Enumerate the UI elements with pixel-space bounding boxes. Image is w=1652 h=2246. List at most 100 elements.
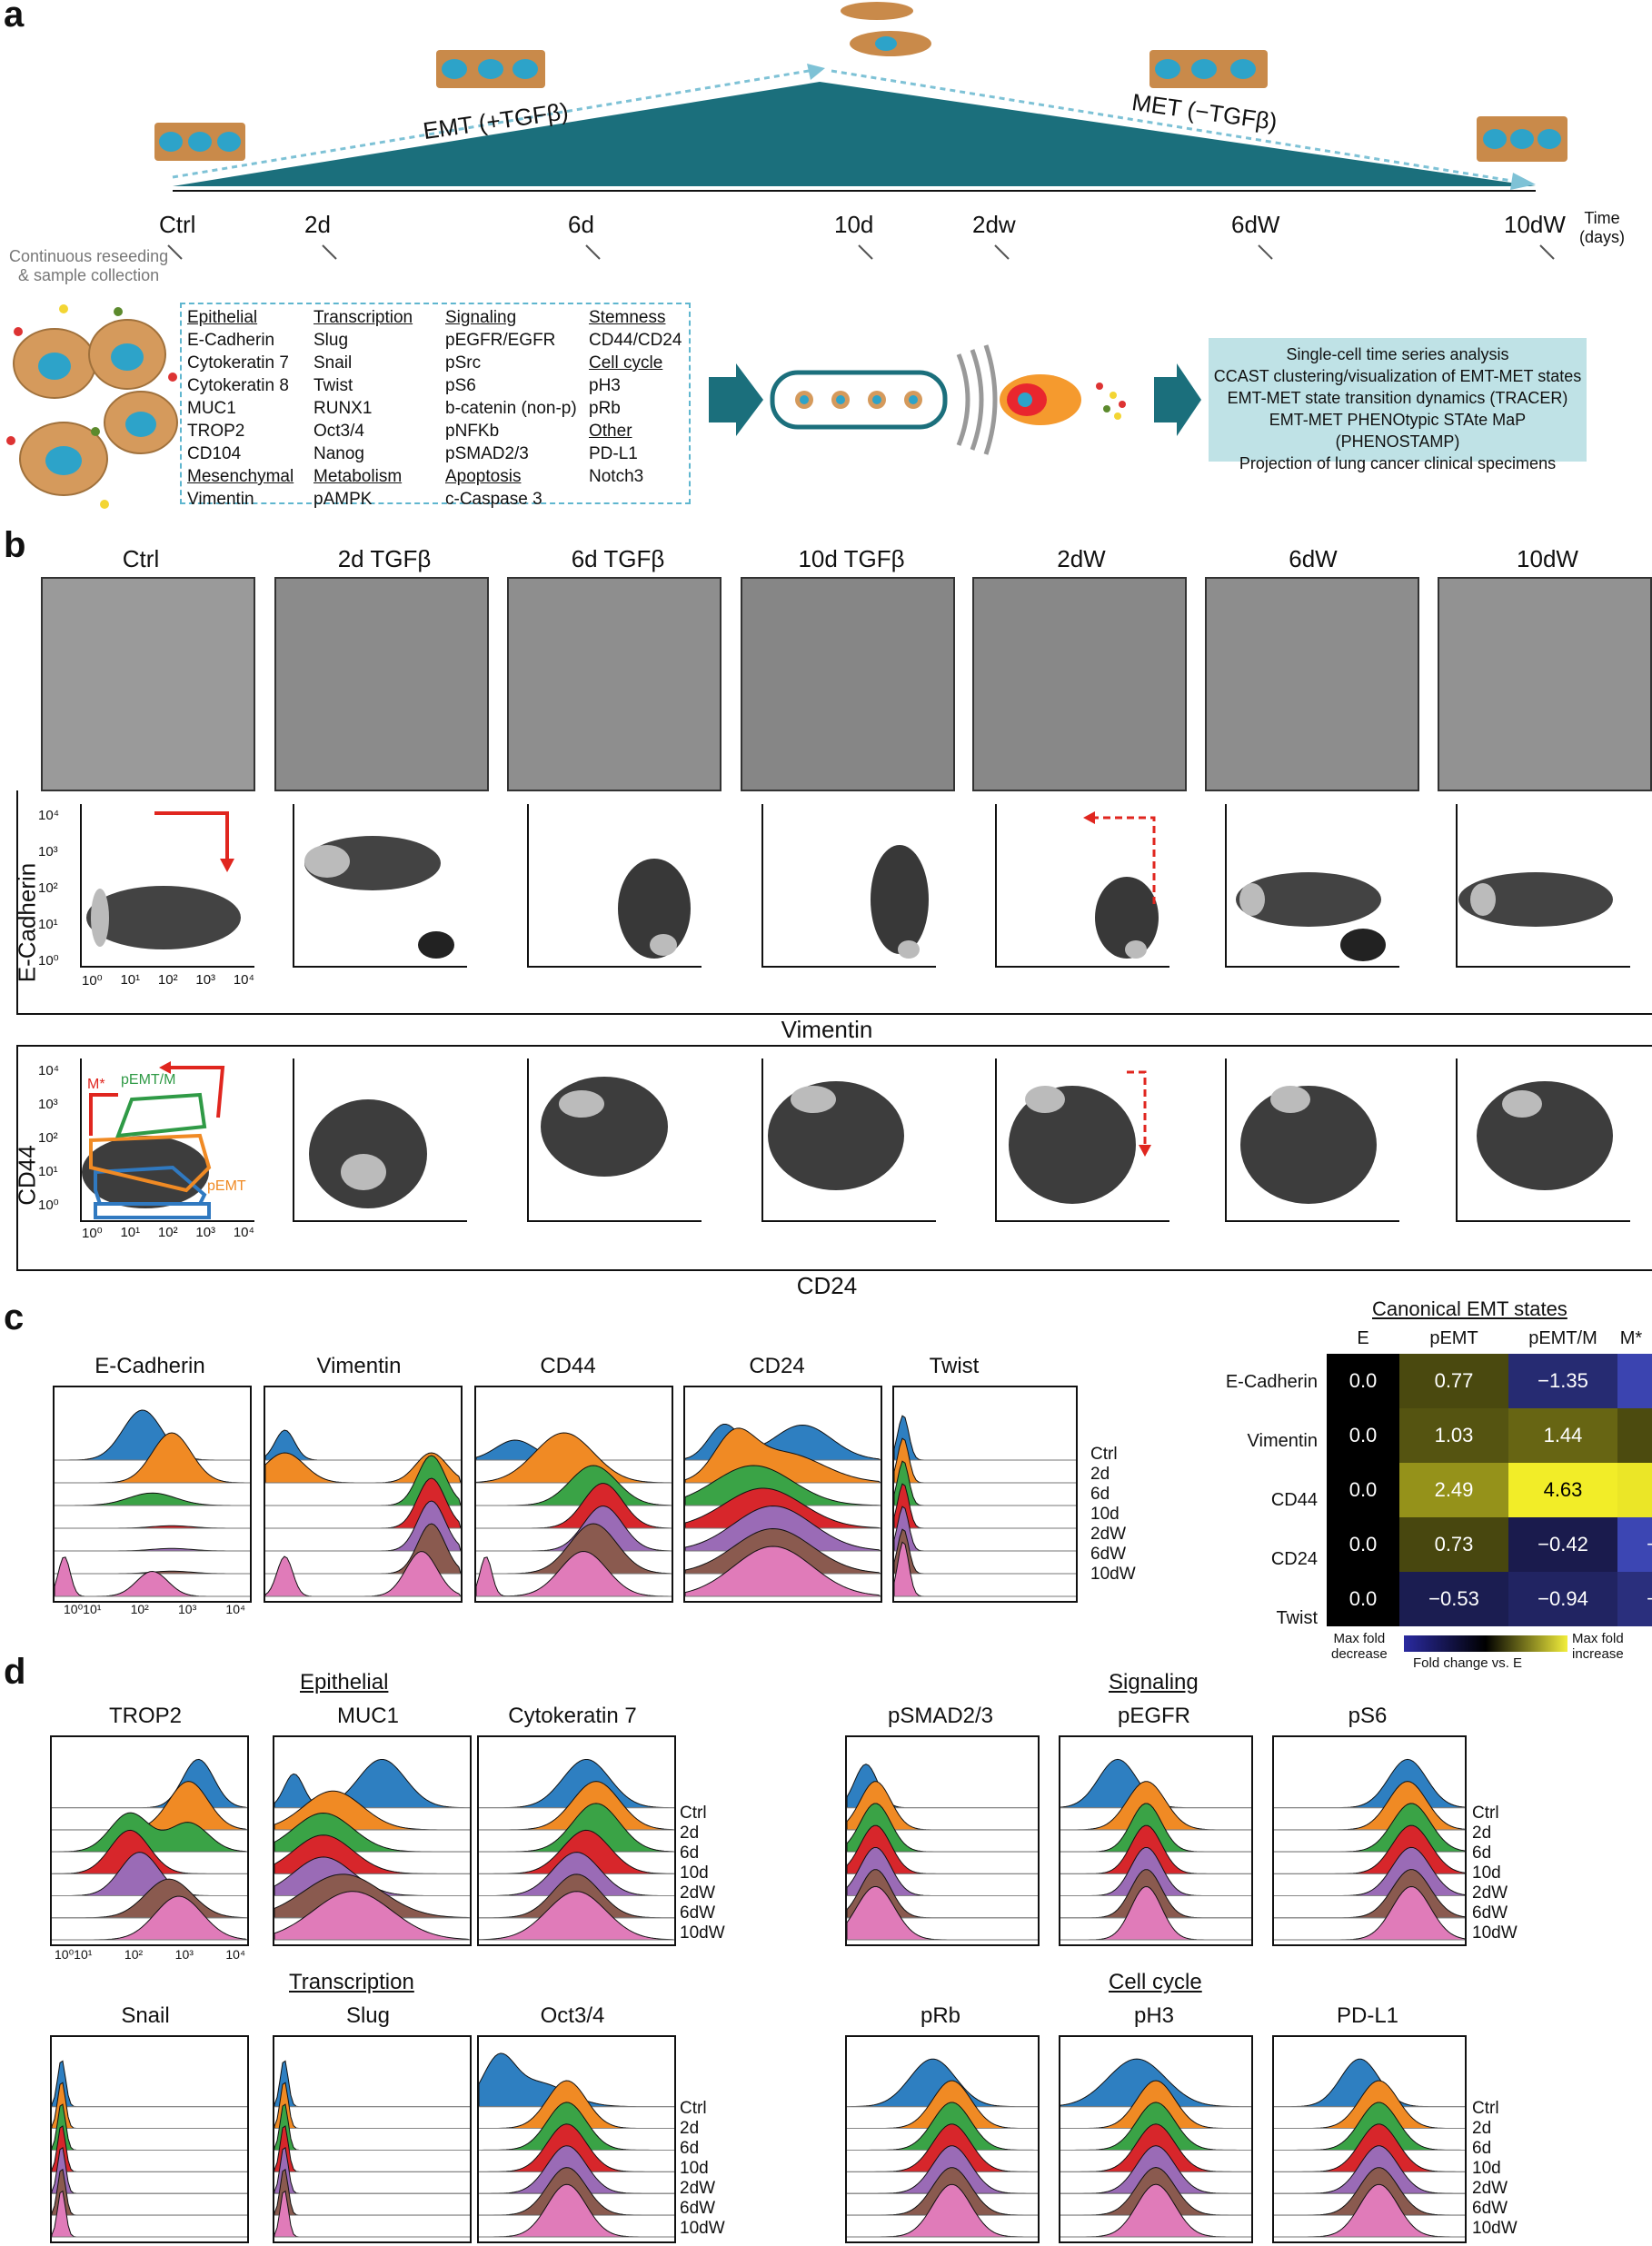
marker-item: MUC1 (187, 399, 236, 418)
density-blobs-cd44 (82, 1061, 1613, 1219)
histogram-series-6dw (274, 2168, 470, 2216)
xtick: 10³ (178, 1602, 197, 1616)
ytick: 10⁴ (38, 808, 60, 823)
hist-title: MUC1 (336, 1704, 399, 1728)
cell-illustration (6, 304, 178, 509)
series-label: 10dW (680, 2219, 725, 2238)
hist-title: Oct3/4 (540, 2003, 605, 2028)
micrograph-2d (274, 577, 489, 791)
series-label: 10d (1090, 1505, 1120, 1524)
hist-title: pSMAD2/3 (887, 1704, 994, 1728)
series-label: 2d (1090, 1465, 1110, 1484)
series-label: 2dW (680, 2179, 716, 2198)
panel-d-letter: d (4, 1652, 26, 1692)
hist-title: Vimentin (316, 1354, 402, 1378)
mass-cytometer-illustration (709, 344, 1201, 455)
xtick: 10⁴ (233, 1225, 254, 1240)
histogram-series-2d (51, 2082, 247, 2130)
micrograph-10d (741, 577, 955, 791)
cd24-xlabel: CD24 (796, 1272, 858, 1299)
series-label: 6dW (1472, 2199, 1508, 2218)
group-cell-cycle: Cell cycle (1109, 1970, 1202, 1994)
histogram-series-10dw (274, 1891, 471, 1941)
panel-b-frame-2 (16, 1045, 1652, 1271)
series-label: 6d (680, 1844, 700, 1863)
marker-item: Snail (313, 353, 353, 373)
timepoint-2d: 2d (304, 211, 331, 238)
ytick: 10⁰ (38, 953, 59, 969)
xtick: 10⁰10¹ (64, 1602, 102, 1616)
condition-title: 2dW (1057, 545, 1106, 572)
histogram-series-6dw (893, 1528, 1076, 1575)
marker-heading: Apoptosis (445, 467, 522, 486)
marker-heading: Epithelial (187, 308, 258, 327)
group-signaling: Signaling (1109, 1670, 1199, 1694)
histogram-series-10d (274, 2125, 470, 2172)
hist-title: PD-L1 (1336, 2003, 1399, 2028)
marker-heading: Signaling (445, 308, 517, 327)
heatmap-cell: −0.53 (1399, 1572, 1508, 1626)
stacked-histogram (50, 2035, 249, 2243)
series-label: 10dW (1472, 1923, 1518, 1943)
heatmap-cell: 4.47 (1617, 1463, 1652, 1517)
hist-title: pRb (920, 2003, 961, 2028)
series-label: 2dW (680, 1883, 716, 1903)
xtick: 10⁴ (233, 972, 254, 988)
timepoint-ctrl: Ctrl (159, 211, 196, 238)
gate-label-pemt: pEMT (207, 1178, 246, 1194)
xtick: 10³ (195, 972, 216, 988)
panel-c-letter: c (4, 1297, 25, 1337)
heatmap-legend-left: Max fold decrease (1331, 1631, 1388, 1662)
marker-panel-box (180, 303, 691, 504)
marker-item: pSrc (445, 353, 482, 373)
xtick: 10² (124, 1947, 144, 1962)
stacked-histogram (1272, 1735, 1467, 1946)
histogram-series-2d (274, 2082, 470, 2130)
marker-item: Cytokeratin 7 (187, 353, 289, 373)
ytick: 10⁰ (38, 1198, 59, 1213)
series-label: Ctrl (680, 2099, 707, 2118)
histogram-series-ctrl (274, 1758, 471, 1809)
heatmap-cell: 0.77 (1399, 1354, 1508, 1408)
condition-title: 2d TGFβ (337, 545, 432, 572)
panel-a-letter: a (4, 0, 25, 35)
analysis-item: Single-cell time series analysis (1286, 345, 1509, 363)
histogram-series-10d (51, 2125, 247, 2172)
series-label: 10d (1472, 1863, 1501, 1883)
xtick: 10⁰ (82, 1226, 103, 1241)
ytick: 10² (38, 1130, 58, 1146)
marker-item: pS6 (445, 376, 476, 395)
series-label: 2dW (1090, 1525, 1127, 1544)
heatmap-cell: −1.35 (1508, 1354, 1617, 1408)
histogram-series-2dw (51, 2146, 247, 2194)
cell-cluster-10d (841, 2, 931, 56)
marker-item: pNFKb (445, 422, 500, 441)
panel-b-letter: b (4, 525, 26, 565)
marker-item: pH3 (589, 376, 621, 395)
heatmap-cell: 1.44 (1508, 1408, 1617, 1463)
condition-title: 10d TGFβ (798, 545, 905, 572)
histogram-series-10dw (54, 1556, 250, 1597)
heatmap-title: Canonical EMT states (1372, 1297, 1567, 1320)
micrograph-2dw (972, 577, 1187, 791)
histogram-series-6d (54, 1492, 251, 1506)
histogram-series-ctrl (52, 1758, 248, 1809)
histogram-series-6d (684, 1465, 881, 1506)
hist-title: Twist (929, 1354, 980, 1378)
ytick: 10¹ (38, 1164, 58, 1179)
group-transcription: Transcription (289, 1970, 414, 1994)
stacked-histogram (50, 1735, 249, 1946)
xtick: 10² (157, 972, 178, 988)
series-label: 6d (1472, 1844, 1492, 1863)
hist-title: CD24 (749, 1354, 805, 1378)
heatmap-col: pEMT (1429, 1328, 1478, 1348)
marker-item: CD104 (187, 444, 242, 463)
panel-d-series-labels-br: Ctrl 2d 6d 10d 2dW 6dW 10dW (1472, 2099, 1518, 2239)
series-label: 10d (680, 2159, 709, 2178)
series-label: Ctrl (1472, 2099, 1499, 2118)
micrograph-ctrl (41, 577, 255, 791)
histogram-series-10dw (274, 2190, 470, 2238)
stacked-histogram (477, 2035, 676, 2243)
hist-title: pH3 (1133, 2003, 1175, 2028)
timepoint-2dw: 2dw (972, 211, 1016, 238)
